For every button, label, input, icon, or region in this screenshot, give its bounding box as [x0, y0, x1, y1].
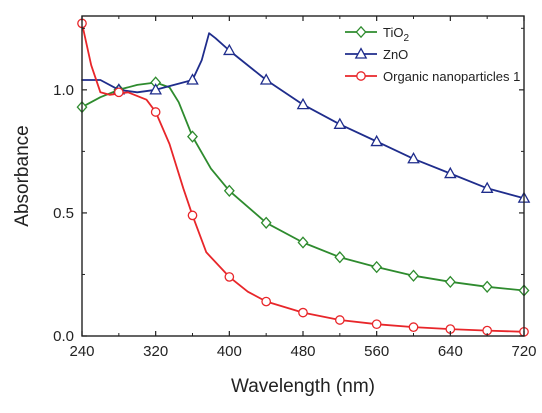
axis-layer: 240 320 400 480 560 640 720 0.0 0.5 1.0: [53, 15, 537, 360]
y-tick-label: 0.5: [53, 205, 74, 222]
x-tick-label: 480: [290, 343, 315, 360]
legend-item-2: ZnO: [345, 47, 408, 62]
series-3-point: [334, 315, 345, 325]
x-tick-label: 320: [143, 343, 168, 360]
series-3-point: [298, 307, 308, 318]
series-2-point: [296, 97, 310, 110]
series-2-point: [186, 73, 199, 85]
series-1: [76, 76, 530, 297]
series-3-point: [150, 107, 161, 117]
legend-label: ZnO: [383, 47, 408, 62]
series-2: [81, 32, 531, 203]
series-3-point: [371, 319, 382, 330]
legend-label: TiO2: [383, 25, 409, 44]
series-1-point: [187, 130, 198, 143]
series-1-point: [371, 260, 383, 274]
x-tick-label: 240: [69, 343, 94, 360]
series-2-point: [444, 166, 457, 179]
series-2-point: [480, 181, 494, 193]
series-3-point: [261, 296, 272, 307]
legend-marker: [355, 25, 367, 39]
series-3-point: [224, 272, 235, 282]
series-1-point: [297, 236, 309, 249]
series-1-point: [444, 275, 456, 289]
series-3: [77, 18, 529, 337]
legend-label: Organic nanoparticles 1: [383, 69, 520, 84]
series-layer: [76, 18, 531, 337]
series-2-point: [370, 134, 383, 147]
x-axis-title: Wavelength (nm): [231, 376, 375, 397]
series-2-point: [149, 83, 162, 95]
legend-marker: [354, 47, 368, 59]
series-1-point: [260, 216, 272, 229]
legend: TiO2 ZnO Organic nanoparticles 1: [345, 25, 520, 84]
series-1-point: [481, 280, 493, 293]
series-3-point: [187, 210, 198, 221]
legend-marker: [356, 71, 366, 81]
y-axis-title: Absorbance: [12, 125, 33, 226]
series-1-line: [81, 81, 525, 292]
series-2-point: [259, 73, 273, 85]
series-2-point: [333, 117, 347, 129]
legend-item-1: TiO2: [345, 25, 409, 44]
series-3-point: [408, 322, 419, 332]
x-tick-label: 720: [511, 343, 536, 360]
x-tick-label: 640: [438, 343, 463, 360]
series-1-point: [223, 184, 235, 197]
y-tick-label: 0.0: [53, 328, 74, 345]
series-3-point: [113, 87, 124, 98]
series-1-point: [408, 269, 419, 282]
series-2-line: [81, 32, 525, 200]
series-1-point: [334, 251, 346, 264]
x-tick-label: 560: [364, 343, 389, 360]
x-tick-label: 400: [217, 343, 242, 360]
series-2-point: [223, 43, 236, 56]
series-2-point: [407, 152, 420, 164]
legend-item-3: Organic nanoparticles 1: [345, 69, 520, 84]
y-tick-label: 1.0: [53, 82, 74, 99]
